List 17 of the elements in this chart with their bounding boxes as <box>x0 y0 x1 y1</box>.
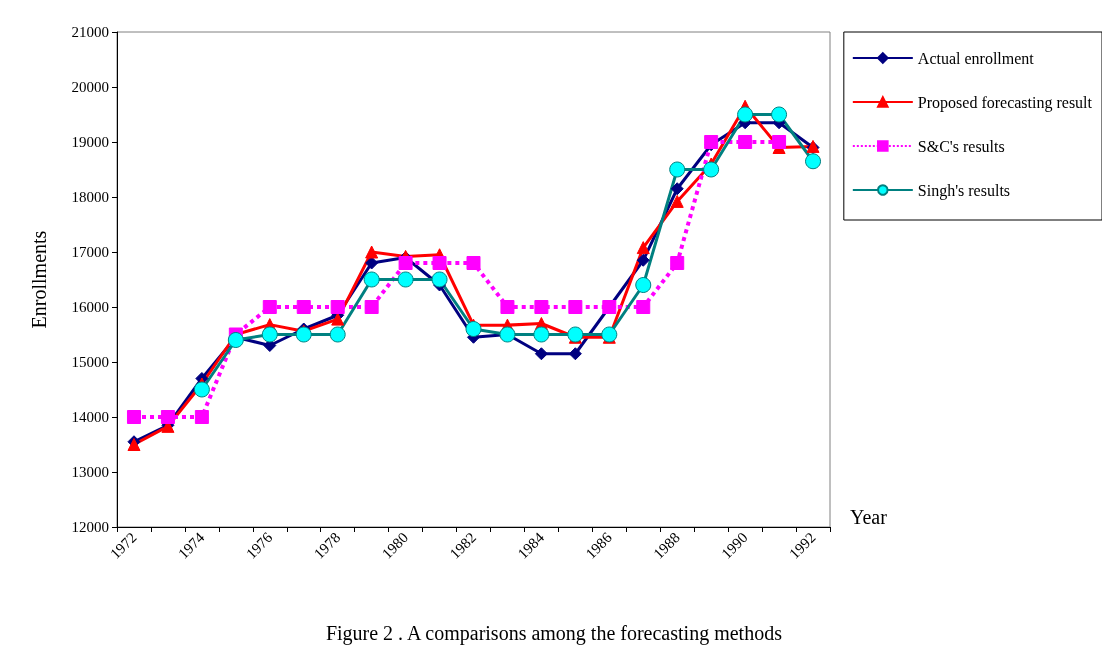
y-tick-label: 14000 <box>71 409 109 425</box>
y-tick-label: 17000 <box>71 244 109 260</box>
legend-label: S&C's results <box>917 137 1005 155</box>
y-tick-label: 21000 <box>71 24 109 40</box>
legend-label: Proposed forecasting result <box>917 93 1093 112</box>
y-tick-label: 18000 <box>71 189 109 205</box>
y-tick-label: 12000 <box>71 519 109 535</box>
y-tick-label: 13000 <box>71 464 109 480</box>
y-tick-label: 20000 <box>71 79 109 95</box>
y-axis-title: Enrollments <box>28 230 50 329</box>
y-tick-label: 19000 <box>71 134 109 150</box>
legend-label: Actual enrollment <box>917 49 1035 67</box>
y-tick-label: 16000 <box>71 299 109 315</box>
caption: Figure 2 . A comparisons among the forecasting methods <box>325 622 783 645</box>
x-axis-title: Year <box>850 506 888 528</box>
legend-label: Singh's results <box>917 181 1011 200</box>
y-tick-label: 15000 <box>71 354 109 370</box>
